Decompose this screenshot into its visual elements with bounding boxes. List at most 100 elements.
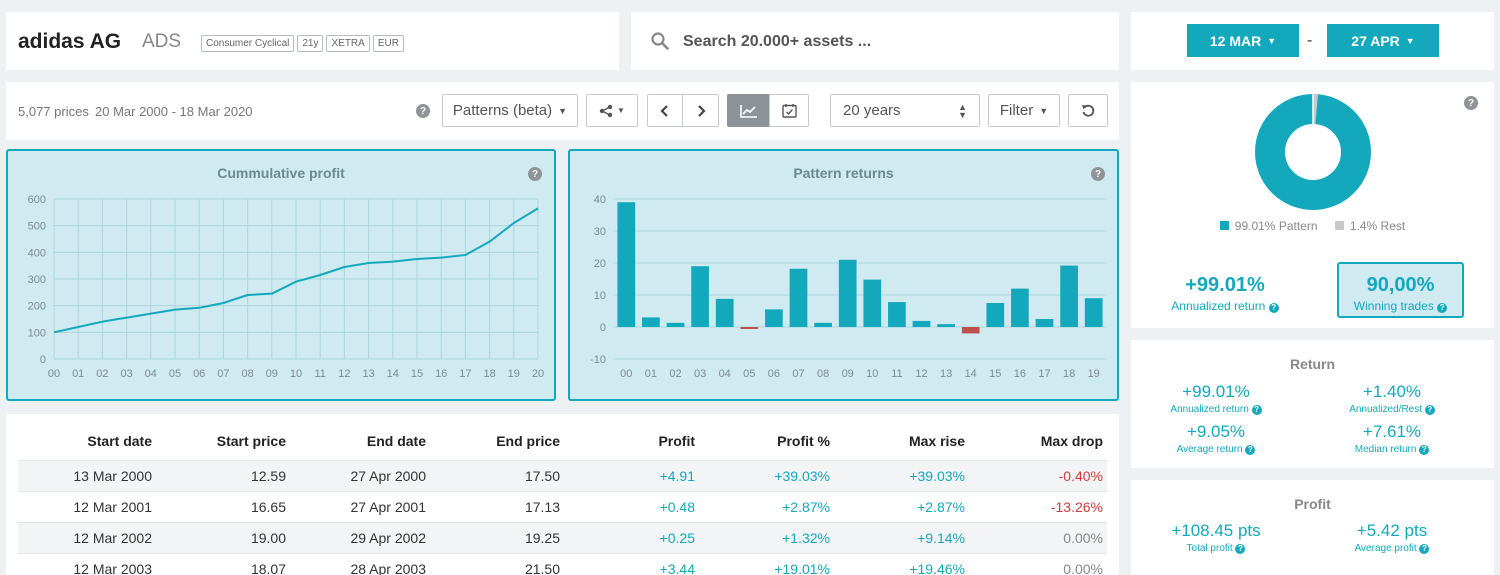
help-icon[interactable]: ? — [1437, 302, 1448, 313]
x-tick-label: 07 — [792, 368, 804, 380]
table-cell: 0.00% — [969, 552, 1107, 575]
legend-rest: 1.4% Rest — [1349, 219, 1406, 233]
column-header[interactable]: Profit — [658, 432, 695, 449]
help-icon[interactable]: ? — [1245, 444, 1256, 455]
help-icon[interactable]: ? — [1424, 404, 1435, 415]
column-header[interactable]: End date — [366, 432, 426, 449]
period-select[interactable]: 20 years ▲ ▼ — [830, 94, 980, 127]
y-tick-label: 30 — [594, 226, 606, 238]
chart-axes: 0 100 200 300 400 500 600 00 01 02 03 04 05 06 07 08 09 1… — [28, 194, 544, 380]
help-icon[interactable]: ? — [528, 167, 542, 181]
legend-swatch-rest — [1334, 221, 1344, 230]
x-tick-label: 03 — [694, 368, 706, 380]
stat-value: +1.40% — [1362, 382, 1422, 401]
end-date-dropdown[interactable]: 27 APR ▼ — [1327, 24, 1439, 57]
y-tick-label: 0 — [40, 354, 46, 366]
filter-dropdown[interactable]: Filter ▼ — [988, 94, 1060, 127]
help-icon[interactable]: ? — [1419, 444, 1430, 455]
table-row[interactable]: 13 Mar 2000 12.59 27 Apr 2000 17.50 +4.9… — [18, 459, 1107, 491]
search-placeholder[interactable]: Search 20.000+ assets ... — [683, 33, 872, 50]
stat-label: Total profit — [1186, 543, 1233, 554]
x-tick-label: 04 — [145, 368, 157, 380]
column-header[interactable]: End price — [496, 432, 560, 449]
bar — [1011, 288, 1029, 327]
winning-trades-kpi[interactable]: 90,00% Winning trades ? — [1337, 262, 1464, 318]
bar — [838, 259, 857, 327]
pattern-returns-plot: -10 0 10 20 30 40 00 01 02 03 04 05 06 07 08 09 10 11 12 13… — [590, 194, 1106, 380]
table-cell: 18.07 — [156, 552, 290, 575]
pattern-summary-card: ? 99.01% Pattern 1.4% Rest +99.01% Annua… — [1131, 82, 1494, 328]
calendar-view-button[interactable] — [769, 94, 809, 127]
bar — [765, 309, 783, 327]
bar — [888, 302, 906, 327]
bar — [691, 266, 709, 327]
reset-button[interactable] — [1068, 94, 1108, 127]
column-header[interactable]: Profit % — [777, 432, 830, 449]
column-header[interactable]: Max drop — [1040, 432, 1103, 449]
bar — [666, 322, 685, 327]
search-bar[interactable]: Search 20.000+ assets ... — [631, 12, 1119, 70]
x-tick-label: 17 — [1038, 368, 1050, 380]
cumulative-profit-plot: 0 100 200 300 400 500 600 00 01 02 03 04 05 06 07 08 09 1… — [28, 194, 544, 380]
help-icon[interactable]: ? — [416, 104, 430, 118]
tag-currency: EUR — [372, 35, 404, 52]
caret-down-icon: ▼ — [1267, 35, 1277, 46]
tag-history: 21y — [297, 35, 324, 52]
help-icon[interactable]: ? — [1251, 404, 1262, 415]
column-header[interactable]: Start price — [216, 432, 286, 449]
table-row[interactable]: 12 Mar 2002 19.00 29 Apr 2002 19.25 +0.2… — [18, 521, 1107, 553]
help-icon[interactable]: ? — [1235, 543, 1246, 554]
x-tick-label: 10 — [290, 368, 302, 380]
patterns-dropdown[interactable]: Patterns (beta) ▼ — [442, 94, 578, 127]
cumulative-profit-chart: Cummulative profit ? 0 100 200 300 400 500 600… — [6, 149, 556, 401]
bar — [789, 268, 808, 327]
table-cell: +2.87% — [834, 490, 969, 522]
table-cell: +19.46% — [834, 552, 969, 575]
undo-icon — [1081, 104, 1094, 117]
share-dropdown[interactable]: ▼ — [586, 94, 638, 127]
panel-title: Profit — [1294, 496, 1331, 512]
help-icon[interactable]: ? — [1419, 543, 1430, 554]
table-cell: 28 Apr 2003 — [290, 552, 430, 575]
bar — [1035, 319, 1054, 327]
help-icon[interactable]: ? — [1464, 96, 1478, 110]
x-tick-label: 00 — [620, 368, 632, 380]
chart-view-button[interactable] — [727, 94, 770, 127]
table-row[interactable]: 12 Mar 2003 18.07 28 Apr 2003 21.50 +3.4… — [18, 552, 1107, 575]
start-date-dropdown[interactable]: 12 MAR ▼ — [1187, 24, 1299, 57]
bar — [715, 298, 734, 327]
stat-label: Median return — [1354, 444, 1417, 455]
tag-sector: Consumer Cyclical — [201, 35, 295, 52]
stat-label: Average profit — [1354, 543, 1417, 554]
column-header[interactable]: Max rise — [908, 432, 965, 449]
x-tick-label: 05 — [743, 368, 755, 380]
x-tick-label: 13 — [940, 368, 952, 380]
x-tick-label: 11 — [314, 368, 325, 380]
table-row[interactable]: 12 Mar 2001 16.65 27 Apr 2001 17.13 +0.4… — [18, 490, 1107, 522]
pattern-donut-chart — [1255, 94, 1371, 210]
x-tick-label: 11 — [891, 368, 902, 380]
table-cell: 27 Apr 2001 — [290, 490, 430, 522]
y-tick-label: 300 — [28, 274, 46, 286]
x-tick-label: 17 — [459, 368, 471, 380]
trades-table-card: Start date Start price End date End pric… — [6, 414, 1119, 575]
column-header[interactable]: Start date — [87, 432, 152, 449]
pattern-returns-chart: Pattern returns ? -10 0 10 20 30 40 00 01 02 03 04… — [568, 149, 1119, 401]
help-icon[interactable]: ? — [1091, 167, 1105, 181]
table-cell: 12 Mar 2002 — [18, 521, 156, 553]
return-median: +7.61% Median return ? — [1327, 422, 1457, 455]
next-button[interactable] — [682, 94, 719, 127]
table-cell: +2.87% — [699, 490, 834, 522]
bar — [937, 324, 955, 327]
table-cell: 12 Mar 2001 — [18, 490, 156, 522]
annualized-return-kpi: +99.01% Annualized return ? — [1159, 274, 1291, 313]
y-tick-label: 500 — [28, 221, 46, 233]
table-cell: 0.00% — [969, 521, 1107, 553]
y-tick-label: 100 — [28, 327, 46, 339]
x-tick-label: 18 — [483, 368, 495, 380]
x-tick-label: 00 — [48, 368, 60, 380]
bar — [961, 327, 980, 334]
help-icon[interactable]: ? — [1268, 302, 1279, 313]
previous-button[interactable] — [647, 94, 683, 127]
bar — [912, 320, 931, 327]
